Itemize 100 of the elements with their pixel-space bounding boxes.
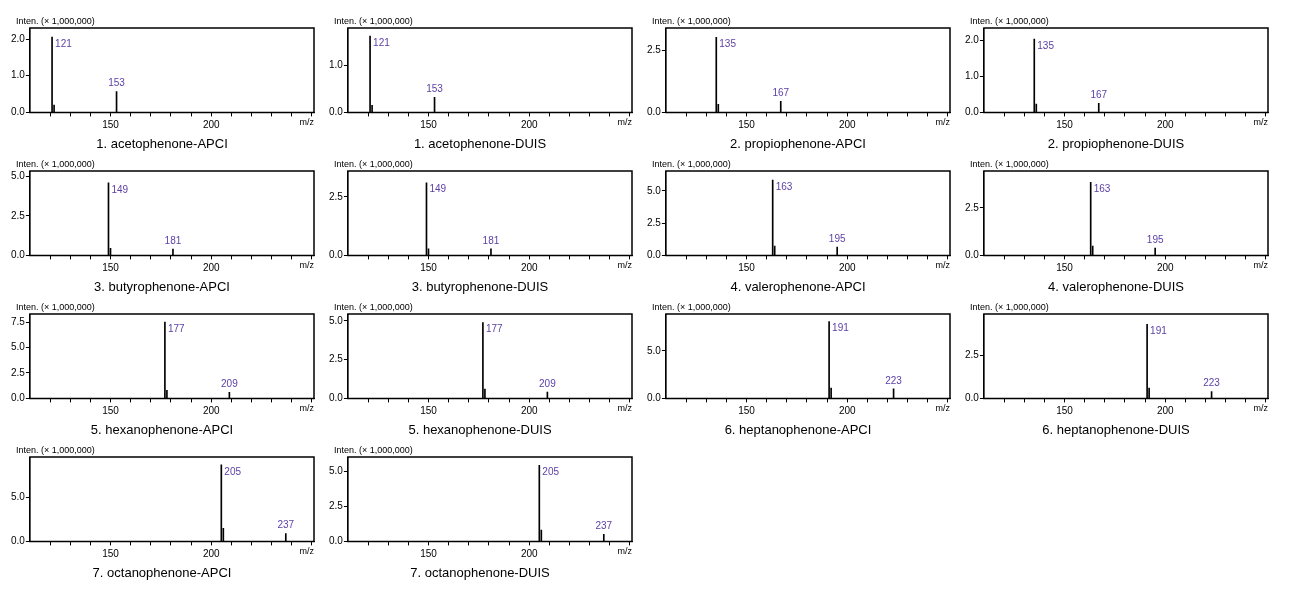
text: 2. propiophenone-DUIS xyxy=(1047,135,1185,151)
x-tick-label: 200 xyxy=(520,119,539,131)
x-tick-label: 150 xyxy=(102,548,120,560)
y-tick-label: 2.5 xyxy=(329,353,344,365)
annotation: 167 xyxy=(1090,89,1108,101)
x-tick-label: 200 xyxy=(1156,119,1175,131)
x-tick-label: 200 xyxy=(202,405,221,417)
annotation: 223 xyxy=(885,374,903,386)
y-axis-title: Inten. (× 1,000,000) xyxy=(651,15,731,26)
y-tick-label: 2.0 xyxy=(965,34,980,46)
text: 6. heptanophenone-DUIS xyxy=(1042,421,1191,437)
annotation: 163 xyxy=(1093,183,1111,195)
x-tick-label: 200 xyxy=(1156,262,1175,274)
x-tick-label: 200 xyxy=(202,548,221,560)
annotation: 205 xyxy=(224,465,242,477)
x-axis-title: m/z xyxy=(299,260,315,271)
y-tick-label: 2.0 xyxy=(11,32,26,44)
annotation: 153 xyxy=(108,77,126,89)
x-tick-label: 150 xyxy=(102,119,120,131)
y-tick-label: 0.0 xyxy=(329,106,344,118)
text: 3. butyrophenone-DUIS xyxy=(411,278,549,294)
annotation: 195 xyxy=(828,232,846,244)
y-tick-label: 0.0 xyxy=(11,392,26,404)
annotation: 167 xyxy=(772,86,790,98)
y-tick-label: 5.0 xyxy=(329,464,344,476)
y-tick-label: 0.0 xyxy=(11,535,26,547)
annotation: 195 xyxy=(1146,233,1164,245)
y-tick-label: 0.0 xyxy=(647,249,662,261)
annotation: 191 xyxy=(832,322,850,334)
y-tick-label: 5.0 xyxy=(11,491,26,503)
y-axis-title: Inten. (× 1,000,000) xyxy=(333,158,413,169)
y-tick-label: 0.0 xyxy=(11,249,26,261)
x-axis-title: m/z xyxy=(617,403,633,414)
x-tick-label: 150 xyxy=(1056,262,1074,274)
y-axis-title: Inten. (× 1,000,000) xyxy=(15,444,95,455)
x-axis-title: m/z xyxy=(299,117,315,128)
y-tick-label: 0.0 xyxy=(965,392,980,404)
y-axis-title: Inten. (× 1,000,000) xyxy=(15,158,95,169)
y-axis-title: Inten. (× 1,000,000) xyxy=(651,301,731,312)
y-tick-label: 5.0 xyxy=(329,314,344,326)
x-axis-title: m/z xyxy=(935,117,951,128)
x-axis-title: m/z xyxy=(617,260,633,271)
y-axis-title: Inten. (× 1,000,000) xyxy=(969,301,1049,312)
y-axis-title: Inten. (× 1,000,000) xyxy=(15,301,95,312)
x-tick-label: 150 xyxy=(1056,119,1074,131)
x-tick-label: 150 xyxy=(420,405,438,417)
x-tick-label: 200 xyxy=(520,405,539,417)
annotation: 223 xyxy=(1203,377,1221,389)
x-tick-label: 200 xyxy=(838,405,857,417)
text: 7. octanophenone-APCI xyxy=(92,564,232,580)
text: 1. acetophenone-APCI xyxy=(96,135,228,151)
x-tick-label: 150 xyxy=(420,262,438,274)
x-axis-title: m/z xyxy=(299,403,315,414)
annotation: 149 xyxy=(111,183,129,195)
y-tick-label: 5.0 xyxy=(11,170,26,182)
y-tick-label: 0.0 xyxy=(11,106,26,118)
x-tick-label: 150 xyxy=(420,119,438,131)
y-axis-title: Inten. (× 1,000,000) xyxy=(969,15,1049,26)
y-tick-label: 2.5 xyxy=(647,44,662,56)
y-tick-label: 0.0 xyxy=(965,106,980,118)
text: 7. octanophenone-DUIS xyxy=(410,564,551,580)
annotation: 237 xyxy=(595,520,613,532)
y-tick-label: 5.0 xyxy=(647,184,662,196)
x-tick-label: 150 xyxy=(102,262,120,274)
annotation: 121 xyxy=(55,37,73,49)
y-tick-label: 7.5 xyxy=(11,315,26,327)
y-tick-label: 5.0 xyxy=(11,341,26,353)
x-tick-label: 200 xyxy=(838,119,857,131)
y-axis-title: Inten. (× 1,000,000) xyxy=(333,301,413,312)
x-tick-label: 200 xyxy=(1156,405,1175,417)
y-tick-label: 0.0 xyxy=(329,392,344,404)
y-tick-label: 1.0 xyxy=(329,59,344,71)
y-axis-title: Inten. (× 1,000,000) xyxy=(333,444,413,455)
x-tick-label: 200 xyxy=(520,262,539,274)
x-tick-label: 200 xyxy=(202,262,221,274)
y-tick-label: 0.0 xyxy=(329,535,344,547)
x-axis-title: m/z xyxy=(299,546,315,557)
x-tick-label: 200 xyxy=(520,548,539,560)
annotation: 149 xyxy=(429,183,447,195)
y-axis-title: Inten. (× 1,000,000) xyxy=(969,158,1049,169)
x-axis-title: m/z xyxy=(1253,117,1269,128)
y-tick-label: 0.0 xyxy=(647,106,662,118)
x-axis-title: m/z xyxy=(935,403,951,414)
annotation: 181 xyxy=(482,234,500,246)
y-tick-label: 0.0 xyxy=(647,392,662,404)
y-tick-label: 2.5 xyxy=(329,499,344,511)
text: 4. valerophenone-APCI xyxy=(730,278,866,294)
annotation: 181 xyxy=(164,234,182,246)
x-axis-title: m/z xyxy=(1253,260,1269,271)
annotation: 177 xyxy=(485,323,504,335)
x-tick-label: 200 xyxy=(838,262,857,274)
x-tick-label: 150 xyxy=(738,262,756,274)
y-tick-label: 2.5 xyxy=(329,190,344,202)
annotation: 163 xyxy=(775,180,793,192)
text: 1. acetophenone-DUIS xyxy=(413,135,547,151)
annotation: 205 xyxy=(542,466,560,478)
annotation: 209 xyxy=(539,377,557,389)
annotation: 135 xyxy=(1037,39,1055,51)
y-tick-label: 2.5 xyxy=(11,209,26,221)
annotation: 209 xyxy=(221,378,239,390)
